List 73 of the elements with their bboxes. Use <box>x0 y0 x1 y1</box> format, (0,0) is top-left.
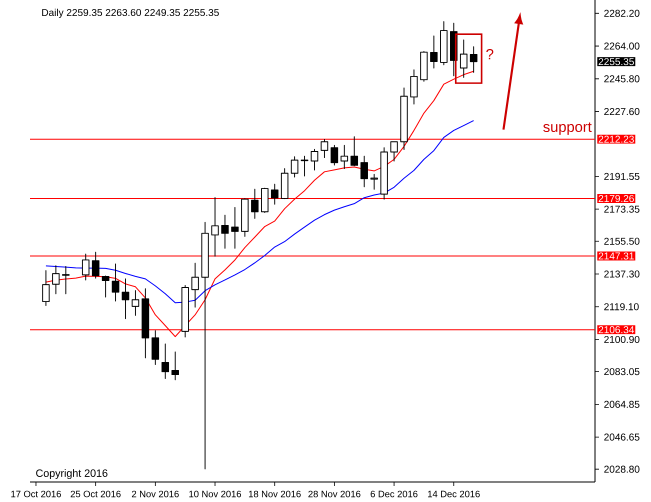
y-tick-label: 2264.00 <box>604 42 640 50</box>
ref-line-label: 2106.34 <box>598 326 634 334</box>
candlestick <box>92 252 100 279</box>
candlestick <box>270 184 278 205</box>
candlestick <box>320 138 328 158</box>
candlestick <box>162 344 170 379</box>
candlestick <box>221 214 229 249</box>
candlestick <box>360 156 368 188</box>
x-tick-label: 2 Nov 2016 <box>132 490 179 498</box>
candlestick <box>310 148 318 170</box>
x-tick-label: 6 Dec 2016 <box>370 490 418 498</box>
ref-line-label: 2179.26 <box>598 194 634 202</box>
candlestick <box>251 188 259 219</box>
candlestick <box>52 265 60 294</box>
x-tick-label: 25 Oct 2016 <box>70 490 121 498</box>
y-tick-label: 2227.60 <box>604 108 640 116</box>
candlestick <box>280 168 288 200</box>
candlestick <box>211 197 219 257</box>
candlestick <box>62 266 70 294</box>
y-tick-label: 2137.30 <box>604 270 640 278</box>
candlestick <box>420 50 428 82</box>
y-tick-label: 2155.50 <box>604 238 640 245</box>
candlestick <box>390 141 398 162</box>
x-tick-label: 14 Dec 2016 <box>428 490 480 498</box>
candlestick <box>300 156 308 176</box>
x-tick-label: 28 Nov 2016 <box>308 490 360 498</box>
candlestick <box>142 288 150 358</box>
ref-line-label: 2212.23 <box>598 136 634 143</box>
candlestick <box>340 144 348 170</box>
candlestick <box>132 290 140 316</box>
candlestick <box>82 254 90 280</box>
text: ? <box>486 49 494 60</box>
candlestick <box>112 263 120 302</box>
candlestick <box>400 87 408 150</box>
y-tick-label: 2100.90 <box>604 336 640 344</box>
candlestick <box>460 39 468 78</box>
candlestick <box>102 276 110 298</box>
y-tick-label: 2028.80 <box>604 466 640 473</box>
text: Daily 2259.35 2263.60 2249.35 2255.35 <box>42 8 219 18</box>
y-tick-label: 2046.65 <box>604 434 640 441</box>
text: 2255.35 <box>598 58 634 66</box>
candlestick <box>181 285 189 338</box>
candlestick <box>350 136 358 166</box>
annotation: Copyright 2016 <box>36 469 108 480</box>
candlestick <box>290 156 298 178</box>
candlestick <box>410 69 418 104</box>
candlestick <box>440 21 448 66</box>
y-tick-label: 2173.35 <box>604 206 640 213</box>
y-tick-label: 2119.10 <box>604 303 639 310</box>
candlestick <box>152 330 160 365</box>
y-tick-label: 2191.55 <box>604 172 640 180</box>
y-tick-label: 2282.20 <box>604 10 640 17</box>
y-tick-label: 2245.80 <box>604 75 640 82</box>
annotation: support <box>543 122 592 135</box>
candlestick <box>191 262 199 308</box>
x-tick-label: 10 Nov 2016 <box>189 490 242 498</box>
candlestick <box>42 270 50 306</box>
line-series <box>45 120 474 304</box>
candlestick <box>122 278 130 320</box>
candlestick <box>261 188 269 213</box>
candlestick <box>201 222 209 470</box>
candlestick <box>231 206 239 249</box>
candlestick <box>430 36 438 68</box>
candlestick <box>330 144 338 166</box>
y-tick-label: 2064.85 <box>604 400 640 408</box>
x-tick-label: 18 Nov 2016 <box>248 490 301 498</box>
candlestick <box>380 147 388 200</box>
ref-line-label: 2147.31 <box>598 252 634 260</box>
candlestick <box>470 46 478 73</box>
x-tick-label: 17 Oct 2016 <box>11 490 61 498</box>
candlestick <box>241 198 249 237</box>
y-tick-label: 2083.05 <box>604 368 640 376</box>
candlestick <box>370 174 378 190</box>
